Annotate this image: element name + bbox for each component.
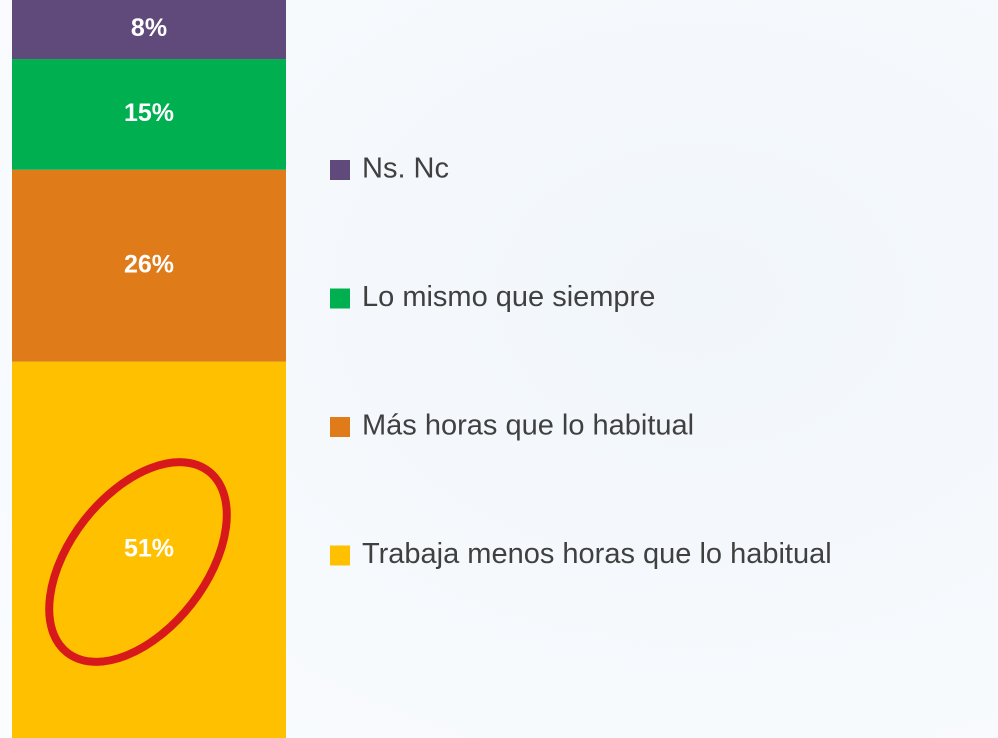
legend-label: Más horas que lo habitual (362, 410, 694, 442)
data-label: 8% (131, 14, 167, 42)
legend-swatch (330, 160, 350, 180)
legend-label: Lo mismo que siempre (362, 281, 655, 313)
legend-label: Trabaja menos horas que lo habitual (362, 538, 832, 570)
data-label: 26% (124, 250, 174, 278)
chart: 51% 26% 15% 8% Ns. Nc Lo mismo que siempre Má… (0, 0, 998, 738)
legend-swatch (330, 417, 350, 437)
legend-swatch (330, 289, 350, 309)
legend-swatch (330, 546, 350, 566)
legend-label: Ns. Nc (362, 153, 449, 185)
data-label: 51% (124, 534, 174, 562)
page: 51% 26% 15% 8% Ns. Nc Lo mismo que siempre Má… (0, 0, 998, 738)
data-label: 15% (124, 99, 174, 127)
